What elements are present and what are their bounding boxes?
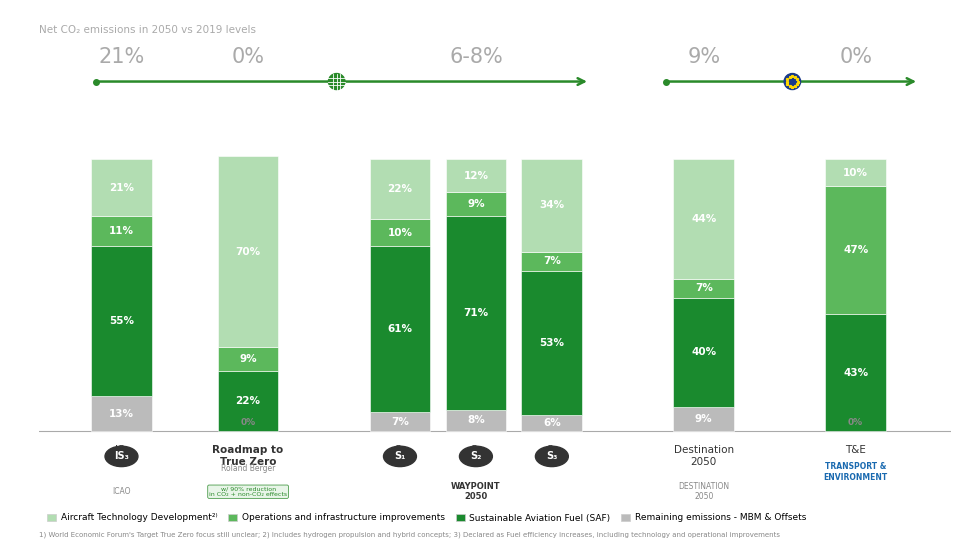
Bar — [218, 156, 278, 347]
Text: S₁: S₁ — [394, 451, 406, 461]
Text: 22%: 22% — [235, 396, 261, 407]
Text: 8%: 8% — [467, 416, 485, 426]
Text: 43%: 43% — [843, 368, 868, 378]
Text: Roadmap to
True Zero: Roadmap to True Zero — [213, 445, 283, 466]
Circle shape — [328, 73, 345, 90]
Bar — [446, 159, 507, 192]
Bar — [446, 192, 507, 216]
Text: 1) World Economic Forum's Target True Zero focus still unclear; 2) Includes hydr: 1) World Economic Forum's Target True Ze… — [39, 532, 780, 539]
Text: 0%: 0% — [848, 418, 863, 427]
Text: 9%: 9% — [687, 47, 720, 67]
Bar — [825, 159, 886, 186]
Text: 0%: 0% — [240, 418, 256, 427]
Bar — [673, 407, 734, 431]
Text: Destination
2050: Destination 2050 — [673, 445, 734, 466]
Text: 44%: 44% — [691, 214, 716, 224]
Bar — [446, 409, 507, 431]
Circle shape — [460, 446, 492, 466]
Bar — [91, 216, 152, 246]
Text: w/ 90% reduction
in CO₂ + non-CO₂ effects: w/ 90% reduction in CO₂ + non-CO₂ effect… — [209, 486, 287, 497]
Text: S₂: S₂ — [470, 445, 481, 455]
Bar — [673, 298, 734, 407]
Circle shape — [105, 446, 138, 466]
Text: 70%: 70% — [235, 247, 261, 256]
Text: IS₃: IS₃ — [114, 451, 129, 461]
Text: 6%: 6% — [543, 418, 561, 428]
Text: 61%: 61% — [387, 324, 413, 334]
Bar — [825, 186, 886, 314]
Text: 6-8%: 6-8% — [449, 47, 503, 67]
Bar — [369, 246, 430, 412]
Text: S₁: S₁ — [395, 445, 406, 455]
Bar — [218, 371, 278, 431]
Text: DESTINATION
2050: DESTINATION 2050 — [678, 482, 729, 501]
Bar — [673, 159, 734, 279]
Bar — [521, 415, 582, 431]
Text: 7%: 7% — [695, 283, 712, 293]
Text: WAYPOINT
2050: WAYPOINT 2050 — [451, 482, 501, 501]
Bar — [446, 216, 507, 409]
Text: 9%: 9% — [239, 354, 257, 364]
Text: Roland Berger: Roland Berger — [220, 464, 275, 473]
Text: ICAO: ICAO — [113, 487, 130, 496]
Circle shape — [383, 446, 416, 466]
Bar — [521, 252, 582, 271]
Text: 55%: 55% — [109, 316, 134, 326]
Text: 21%: 21% — [98, 47, 145, 67]
Text: T&E: T&E — [845, 445, 866, 455]
Text: 11%: 11% — [109, 226, 134, 236]
Text: 22%: 22% — [387, 184, 413, 194]
Text: IS₃: IS₃ — [115, 445, 128, 455]
Bar — [521, 159, 582, 252]
Bar — [521, 271, 582, 415]
Text: 7%: 7% — [391, 417, 409, 427]
Text: 40%: 40% — [691, 347, 716, 357]
Legend: Aircraft Technology Development²⁾, Operations and infrastructure improvements, S: Aircraft Technology Development²⁾, Opera… — [44, 510, 809, 526]
Circle shape — [784, 73, 801, 90]
Text: 71%: 71% — [464, 308, 488, 318]
Circle shape — [535, 446, 568, 466]
Text: 10%: 10% — [843, 168, 868, 178]
Text: 13%: 13% — [109, 409, 134, 419]
Bar — [825, 314, 886, 431]
Text: 9%: 9% — [695, 414, 712, 424]
Bar — [369, 219, 430, 246]
Bar — [673, 279, 734, 298]
Bar — [218, 347, 278, 371]
Text: 9%: 9% — [467, 199, 485, 209]
Text: Net CO₂ emissions in 2050 vs 2019 levels: Net CO₂ emissions in 2050 vs 2019 levels — [39, 25, 256, 35]
Bar — [369, 412, 430, 431]
Text: TRANSPORT &
ENVIRONMENT: TRANSPORT & ENVIRONMENT — [823, 463, 888, 482]
Text: 47%: 47% — [843, 245, 868, 255]
Bar — [91, 396, 152, 431]
Bar — [91, 159, 152, 216]
Text: S₃: S₃ — [547, 445, 558, 455]
Text: 53%: 53% — [539, 338, 564, 348]
Text: 0%: 0% — [839, 47, 872, 67]
Text: 34%: 34% — [539, 200, 564, 211]
Bar — [91, 246, 152, 396]
Text: S₂: S₂ — [470, 451, 481, 461]
Text: 21%: 21% — [109, 183, 134, 193]
Text: S₃: S₃ — [546, 451, 558, 461]
Text: 12%: 12% — [464, 171, 488, 180]
Bar — [369, 159, 430, 219]
Text: 10%: 10% — [387, 228, 413, 237]
Text: 0%: 0% — [231, 47, 265, 67]
Text: 7%: 7% — [543, 256, 561, 266]
